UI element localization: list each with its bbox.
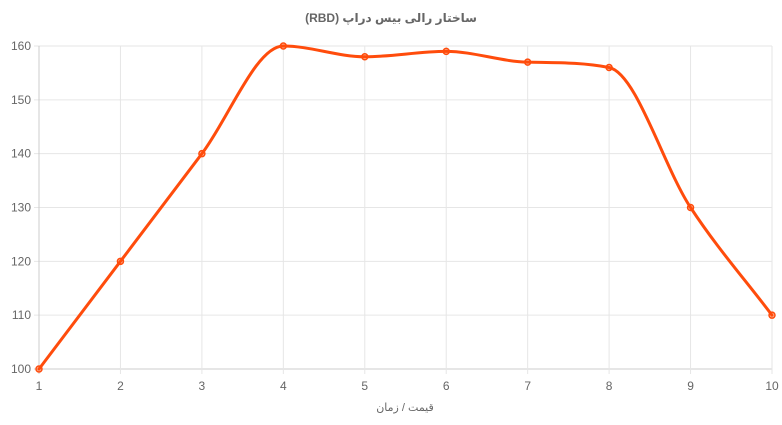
data-point[interactable] (686, 203, 695, 212)
data-point[interactable] (35, 365, 43, 373)
x-tick-label: 3 (199, 379, 206, 393)
data-point[interactable] (605, 63, 613, 72)
y-tick-label: 110 (12, 308, 31, 322)
y-tick-label: 100 (11, 362, 31, 376)
data-point[interactable] (198, 149, 206, 158)
x-tick-label: 1 (36, 379, 43, 393)
data-point[interactable] (523, 58, 532, 66)
y-tick-label: 160 (11, 39, 31, 53)
data-point[interactable] (116, 257, 125, 266)
series (37, 44, 774, 371)
chart-title: ساختار رالی بیس دراپ (RBD) (305, 11, 477, 25)
x-tick-label: 6 (443, 379, 450, 393)
y-tick-label: 140 (11, 147, 31, 161)
x-tick-label: 8 (606, 379, 613, 393)
data-point[interactable] (768, 311, 776, 319)
y-tick-label: 120 (11, 254, 31, 268)
x-tick-label: 2 (117, 379, 124, 393)
x-axis-title: قیمت / زمان (376, 402, 434, 414)
x-tick-label: 7 (524, 379, 531, 393)
grid (34, 45, 773, 374)
y-tick-label: 130 (11, 201, 31, 215)
data-points (35, 42, 776, 373)
data-point[interactable] (442, 47, 450, 56)
x-tick-label: 9 (687, 379, 694, 393)
x-tick-label: 10 (765, 379, 779, 393)
y-tick-labels: 100 110 120 130 140 150 160 (11, 39, 31, 376)
series-line (37, 44, 774, 371)
data-point[interactable] (279, 42, 288, 50)
x-tick-label: 4 (280, 379, 287, 393)
x-tick-label: 5 (361, 379, 368, 393)
data-point[interactable] (361, 53, 369, 61)
x-tick-labels: 1 2 3 4 5 6 7 8 9 10 (36, 379, 779, 393)
y-tick-label: 150 (11, 93, 31, 107)
